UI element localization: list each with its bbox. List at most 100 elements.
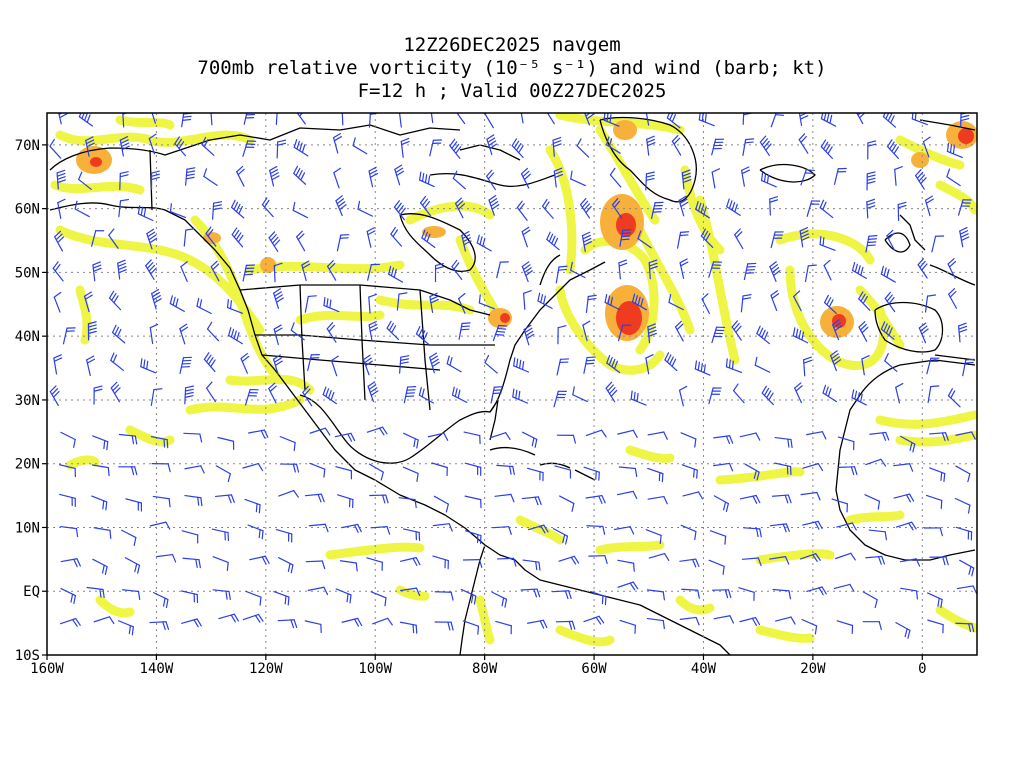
wind-barb — [772, 588, 792, 600]
wind-barb — [694, 360, 711, 376]
lat-tick-label: 30N — [15, 393, 40, 409]
wind-barb — [370, 591, 387, 607]
wind-barb — [711, 326, 726, 344]
wind-barb — [830, 350, 842, 372]
wind-barb — [463, 431, 481, 445]
wind-barb — [927, 385, 940, 404]
wind-barb — [774, 462, 792, 476]
wind-barb — [698, 113, 715, 127]
wind-barb — [925, 494, 943, 510]
wind-barb — [918, 322, 929, 344]
wind-barb — [546, 113, 555, 125]
wind-barb — [527, 467, 544, 482]
wind-barb — [725, 358, 743, 373]
wind-barb — [617, 559, 635, 572]
wind-barb — [682, 491, 704, 500]
wind-barb — [926, 357, 940, 375]
wind-barb — [273, 262, 283, 283]
wind-barb — [268, 231, 281, 252]
wind-barb — [558, 555, 580, 565]
wind-barb — [769, 196, 779, 216]
lon-tick-label: 100W — [358, 661, 392, 677]
wind-barb — [485, 169, 496, 191]
wind-barb — [78, 171, 92, 190]
wind-barb — [741, 557, 762, 567]
wind-barb — [862, 621, 882, 630]
wind-barb — [62, 327, 76, 345]
wind-barb — [802, 520, 823, 530]
wind-barb — [335, 588, 352, 604]
wind-barb — [418, 386, 435, 404]
wind-barb — [836, 522, 857, 531]
wind-barb — [708, 559, 725, 575]
wind-barb — [273, 324, 283, 346]
wind-barb — [296, 113, 306, 125]
wind-barb — [833, 167, 847, 185]
wind-barb — [605, 381, 618, 403]
wind-barb — [731, 320, 742, 341]
wind-barb — [278, 557, 294, 574]
wind-barb — [837, 436, 855, 451]
wind-barb — [862, 591, 878, 609]
wind-barb — [959, 559, 975, 577]
wind-barb — [212, 589, 231, 601]
wind-barb — [582, 320, 591, 342]
wind-barb — [583, 356, 596, 374]
wind-barb — [476, 234, 492, 252]
wind-barb — [713, 615, 734, 624]
wind-barb — [802, 463, 824, 472]
wind-barb — [336, 234, 350, 252]
wind-barb — [823, 259, 832, 281]
wind-barb — [572, 386, 588, 403]
wind-barb — [646, 135, 656, 156]
wind-barb — [865, 555, 886, 565]
wind-barb — [570, 261, 586, 279]
wind-barb — [520, 588, 541, 598]
wind-barb — [546, 231, 560, 251]
wind-barb — [740, 294, 752, 313]
wind-barb — [798, 133, 809, 154]
wind-barb — [760, 172, 777, 188]
wind-barb — [149, 323, 159, 345]
wind-barb — [293, 139, 309, 157]
wind-barb — [427, 432, 449, 441]
wind-barb — [893, 463, 914, 472]
wind-barb — [56, 169, 66, 190]
wind-barb — [341, 113, 344, 126]
wind-barb — [520, 113, 524, 124]
lat-tick-label: 10S — [15, 648, 40, 664]
wind-barb — [429, 292, 439, 313]
wind-barb — [273, 288, 284, 309]
wind-barb — [701, 293, 710, 314]
wind-barb — [150, 388, 163, 406]
wind-barb — [711, 168, 721, 189]
wind-barb — [403, 432, 419, 449]
wind-barb — [894, 166, 903, 186]
wind-barb — [761, 385, 774, 406]
wind-barb — [645, 354, 654, 375]
wind-barb — [559, 495, 575, 512]
wind-barb — [585, 494, 606, 504]
wind-barb — [858, 291, 871, 311]
wind-barb — [326, 260, 337, 281]
wind-barb — [304, 493, 325, 503]
wind-barb — [713, 495, 729, 512]
wind-barb — [899, 558, 921, 567]
wind-barb — [929, 556, 949, 566]
wind-barb — [895, 382, 904, 404]
wind-barb — [537, 292, 553, 309]
wind-barb — [743, 527, 762, 538]
wind-barb — [553, 390, 567, 408]
wind-barb — [606, 354, 621, 374]
wind-barb — [583, 466, 600, 481]
wind-barb — [711, 589, 732, 599]
wind-barb — [169, 203, 187, 219]
wind-barb — [947, 258, 957, 279]
wind-barb — [119, 136, 130, 157]
wind-barb — [884, 353, 898, 372]
wind-barb — [576, 138, 590, 158]
wind-barb — [820, 139, 833, 159]
wind-barb — [769, 556, 790, 565]
wind-barb — [60, 431, 76, 448]
